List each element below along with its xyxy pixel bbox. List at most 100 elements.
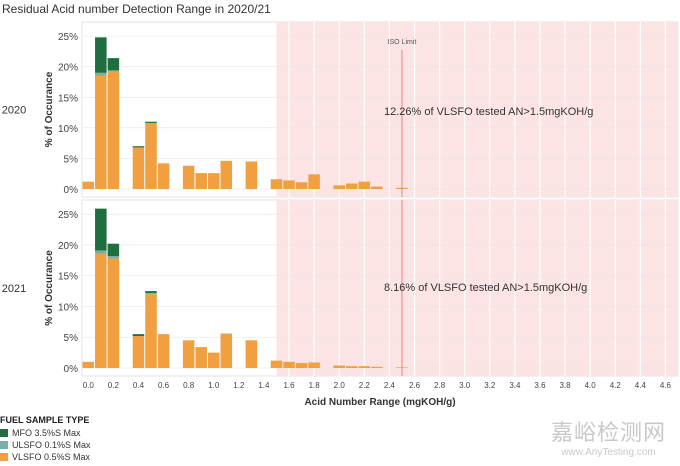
x-tick-label: 2.2 — [359, 381, 371, 390]
legend-label-vlsfo: VLSFO 0.5%S Max — [12, 452, 91, 462]
x-tick-label: 0.0 — [83, 381, 95, 390]
x-tick-label: 3.2 — [484, 381, 496, 390]
legend: FUEL SAMPLE TYPE MFO 3.5%S Max ULSFO 0.1… — [0, 415, 91, 463]
panel-label: 2020 — [2, 105, 26, 117]
bar-vlsfo — [220, 160, 233, 189]
bar-mfo — [145, 121, 157, 123]
legend-swatch-vlsfo — [0, 453, 8, 461]
bar-vlsfo — [145, 122, 157, 189]
y-tick-label: 20% — [58, 63, 78, 74]
watermark-cn: 嘉峪检测网 — [550, 421, 666, 446]
x-tick-label: 1.0 — [208, 381, 220, 390]
bar-vlsfo — [207, 173, 220, 189]
bar-vlsfo — [308, 362, 320, 368]
legend-title: FUEL SAMPLE TYPE — [0, 415, 90, 425]
bar-ulsfo — [95, 250, 107, 254]
bar-vlsfo — [295, 363, 308, 368]
x-tick-label: 3.6 — [534, 381, 546, 390]
bar-vlsfo — [82, 361, 95, 368]
bar-vlsfo — [308, 174, 320, 189]
x-tick-label: 2.0 — [334, 381, 346, 390]
watermark-en: www.AnyTesting.com — [561, 447, 656, 458]
y-tick-label: 20% — [58, 241, 78, 252]
bar-vlsfo — [182, 165, 195, 189]
bar-vlsfo — [295, 182, 308, 189]
x-tick-label: 3.0 — [459, 381, 471, 390]
x-tick-label: 1.6 — [283, 381, 295, 390]
x-tick-label: 1.4 — [258, 381, 270, 390]
x-tick-label: 2.6 — [409, 381, 421, 390]
bar-mfo — [132, 146, 145, 148]
watermark: 嘉峪检测网 www.AnyTesting.com — [551, 415, 666, 458]
bar-mfo — [95, 37, 107, 73]
x-tick-label: 4.2 — [610, 381, 622, 390]
y-tick-label: 5% — [64, 154, 79, 165]
bar-vlsfo — [270, 360, 283, 368]
bar-mfo — [107, 243, 120, 256]
y-tick-label: 0% — [64, 364, 79, 375]
bar-vlsfo — [207, 352, 220, 368]
bar-mfo — [145, 291, 157, 293]
chart-title: Residual Acid number Detection Range in … — [2, 2, 271, 16]
bar-vlsfo — [345, 366, 358, 368]
x-tick-label: 0.8 — [183, 381, 195, 390]
bar-vlsfo — [283, 180, 295, 189]
bar-vlsfo — [157, 163, 170, 189]
bar-vlsfo — [182, 340, 195, 368]
legend-swatch-mfo — [0, 429, 8, 437]
bar-vlsfo — [245, 340, 258, 368]
y-axis-label: % of Occurance — [44, 71, 55, 147]
x-tick-label: 0.6 — [158, 381, 170, 390]
panel-annotation: 8.16% of VLSFO tested AN>1.5mgKOH/g — [384, 282, 587, 294]
bar-vlsfo — [107, 71, 120, 189]
x-tick-label: 2.8 — [434, 381, 446, 390]
x-tick-label: 0.4 — [133, 381, 145, 390]
x-tick-label: 4.6 — [660, 381, 672, 390]
iso-limit-label: ISO Limit — [388, 39, 417, 46]
bar-vlsfo — [270, 179, 283, 189]
y-tick-label: 10% — [58, 302, 78, 313]
bar-vlsfo — [220, 333, 233, 368]
y-tick-label: 10% — [58, 124, 78, 135]
x-tick-label: 3.8 — [560, 381, 572, 390]
legend-label-mfo: MFO 3.5%S Max — [12, 428, 81, 438]
bar-ulsfo — [145, 292, 157, 295]
y-axis-label: % of Occurance — [44, 250, 55, 326]
x-tick-label: 0.2 — [108, 381, 120, 390]
bar-vlsfo — [95, 253, 107, 368]
bar-vlsfo — [195, 347, 207, 368]
panel-annotation: 12.26% of VLSFO tested AN>1.5mgKOH/g — [384, 106, 593, 118]
panel-label: 2021 — [2, 283, 26, 295]
bar-vlsfo — [358, 366, 371, 368]
legend-item-vlsfo: VLSFO 0.5%S Max — [0, 451, 91, 463]
bar-mfo — [107, 58, 120, 71]
bar-vlsfo — [333, 185, 345, 189]
shaded-region — [276, 200, 678, 376]
x-tick-label: 1.8 — [309, 381, 321, 390]
bar-vlsfo — [195, 173, 207, 189]
y-tick-label: 25% — [58, 32, 78, 43]
chart-svg: 0% 5% 10% 15% 20% 25% % of Occurance 2020 ISO Li… — [2, 21, 679, 408]
bar-vlsfo — [82, 181, 95, 189]
bar-vlsfo — [371, 366, 383, 368]
bar-vlsfo — [145, 294, 157, 368]
x-tick-label: 2.4 — [384, 381, 396, 390]
legend-item-ulsfo: ULSFO 0.1%S Max — [0, 439, 91, 451]
shaded-region — [276, 22, 678, 197]
bar-vlsfo — [132, 147, 145, 189]
bar-vlsfo — [333, 365, 345, 368]
y-tick-label: 15% — [58, 93, 78, 104]
bar-ulsfo — [95, 72, 107, 76]
bar-vlsfo — [345, 183, 358, 189]
x-tick-label: 3.4 — [509, 381, 521, 390]
bar-vlsfo — [371, 186, 383, 189]
y-tick-label: 5% — [64, 333, 79, 344]
x-tick-label: 4.4 — [635, 381, 647, 390]
x-tick-label: 1.2 — [233, 381, 245, 390]
bar-ulsfo — [107, 70, 120, 72]
bar-vlsfo — [157, 334, 170, 368]
bar-ulsfo — [107, 256, 120, 259]
bar-vlsfo — [358, 181, 371, 189]
legend-label-ulsfo: ULSFO 0.1%S Max — [12, 440, 91, 450]
y-tick-label: 0% — [64, 185, 79, 196]
